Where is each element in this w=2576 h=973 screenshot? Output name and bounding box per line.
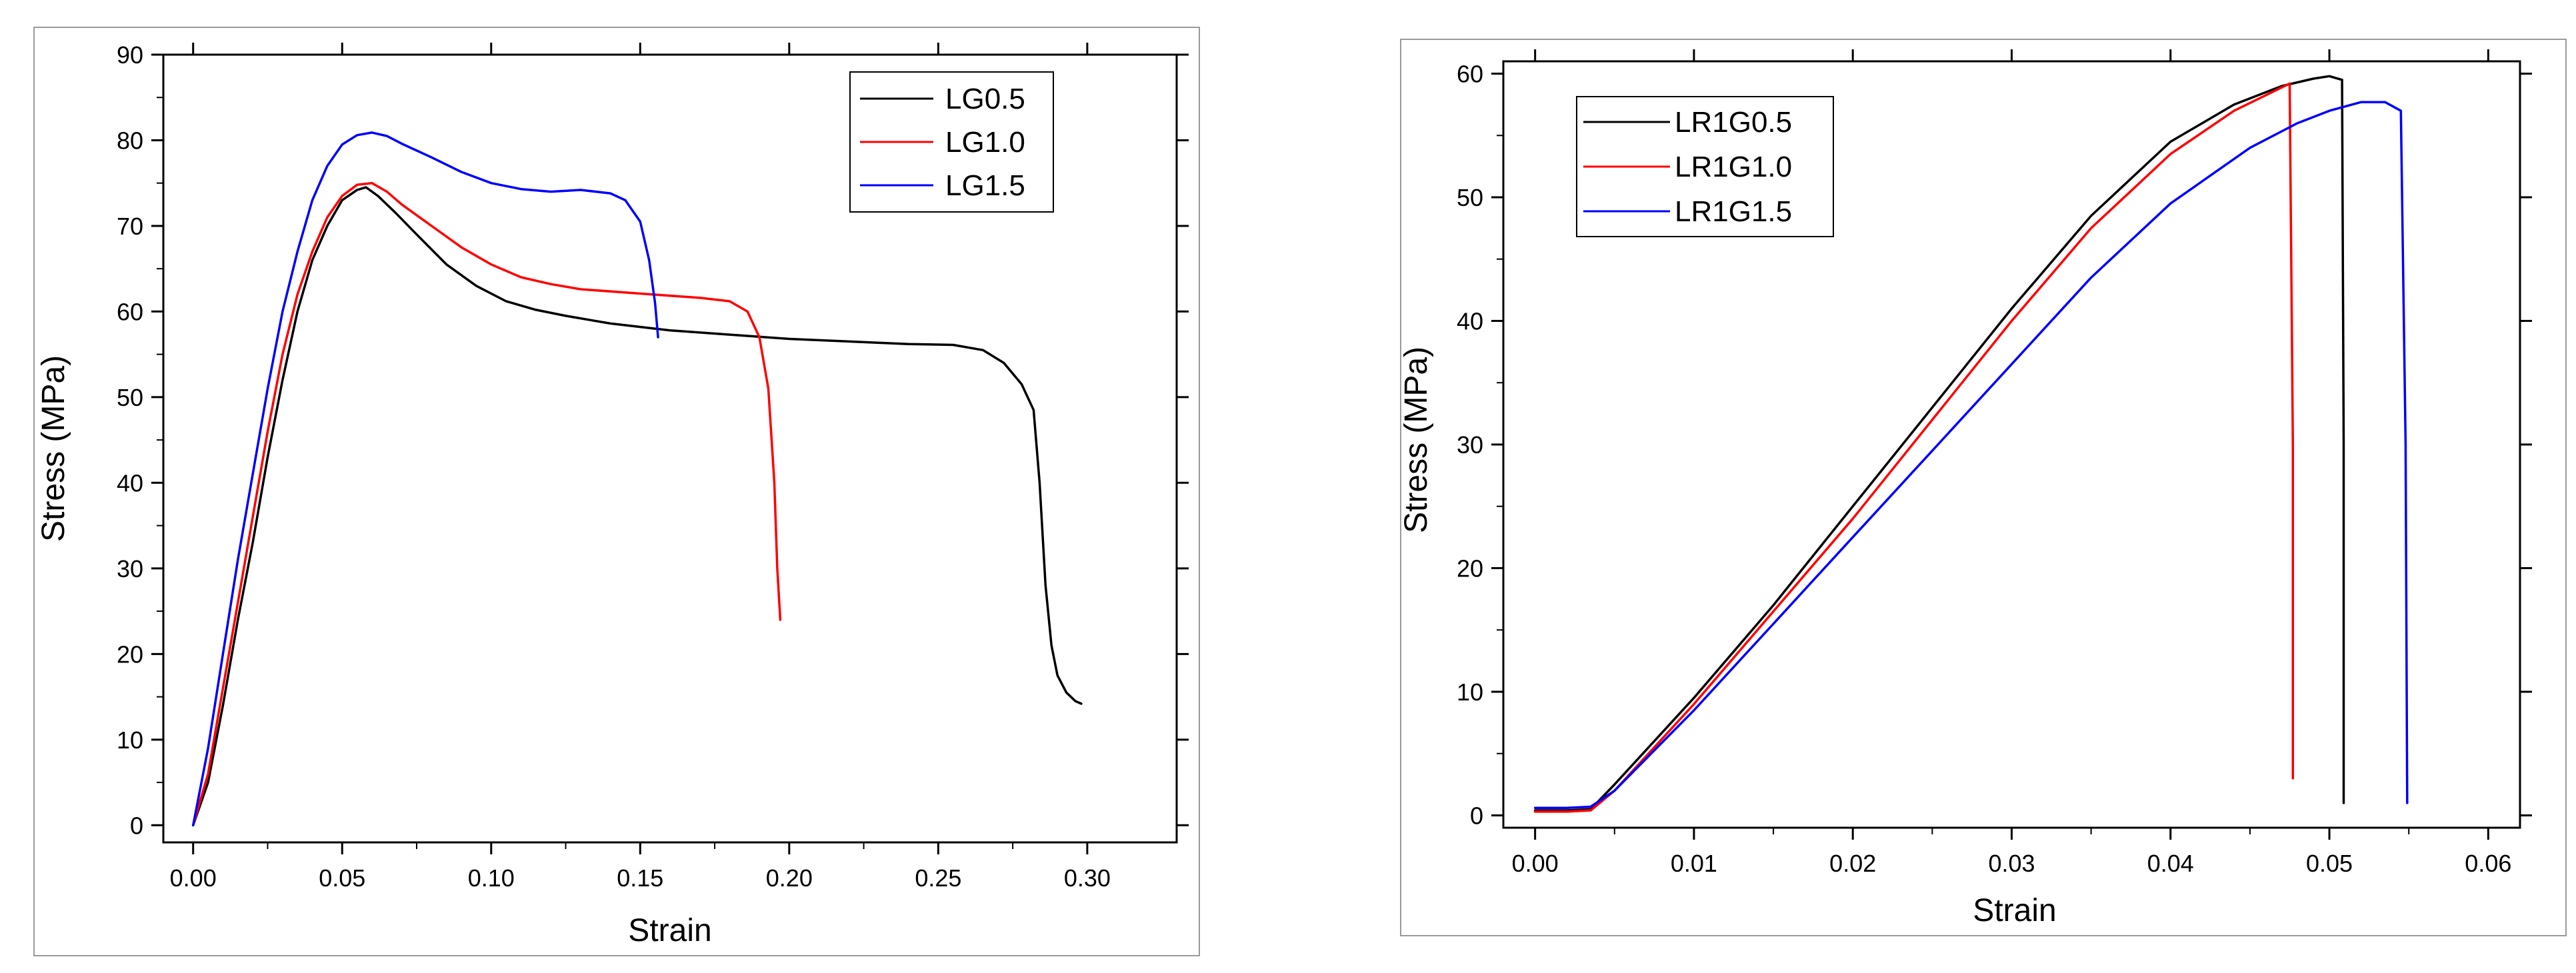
x-tick-label: 0.06 [2465,850,2511,877]
y-ticks-left: 0 10 20 30 40 50 60 70 80 90 [117,41,1189,839]
y-tick-label: 10 [1457,678,1483,706]
x-ticks-left: 0.00 0.05 0.10 0.15 0.20 0.25 0.30 [170,43,1111,892]
x-tick-label: 0.10 [468,864,515,892]
y-tick-label: 50 [117,384,143,411]
series-line-lr1g10 [1533,82,2295,813]
legend-left: LG0.5 LG1.0 LG1.5 [849,71,1054,213]
x-tick-label: 0.20 [766,864,813,892]
x-tick-label: 0.04 [2147,850,2194,877]
x-tick-label: 0.05 [2306,850,2353,877]
plot-frame-left [162,53,1178,844]
x-tick-label: 0.25 [915,864,961,892]
chart-left: 0.00 0.05 0.10 0.15 0.20 0.25 0.30 0 10 20 30 40 50… [36,41,1189,948]
y-tick-label: 60 [1457,61,1483,88]
x-tick-label: 0.30 [1064,864,1111,892]
legend-label-lr1g15: LR1G1.5 [1675,195,1792,228]
series-line-lr1g15 [1533,101,2409,810]
x-tick-label: 0.00 [170,864,217,892]
series-line-lg10 [191,181,782,827]
x-tick-label: 0.15 [617,864,663,892]
x-ticks-right: 0.00 0.01 0.02 0.03 0.04 0.05 0.06 [1512,49,2511,877]
x-axis-title-left: Strain [628,913,711,948]
y-tick-label: 80 [117,127,143,154]
legend-label-lg10: LG1.0 [945,126,1025,159]
legend-label-lr1g10: LR1G1.0 [1675,151,1792,183]
series-group-left [191,131,1083,827]
y-tick-label: 0 [130,812,143,839]
legend-label-lg15: LG1.5 [945,169,1025,202]
y-tick-label: 30 [117,555,143,582]
chart-right: 0.00 0.01 0.02 0.03 0.04 0.05 0.06 0 10 20 30 40 50… [1399,49,2532,928]
y-tick-label: 40 [117,469,143,496]
y-tick-label: 10 [117,726,143,754]
y-tick-label: 30 [1457,431,1483,459]
y-tick-label: 0 [1470,802,1483,829]
x-tick-label: 0.01 [1671,850,1717,877]
y-tick-label: 20 [1457,554,1483,582]
y-ticks-right: 0 10 20 30 40 50 60 [1457,61,2532,829]
series-group-right [1533,75,2409,813]
legend-right: LR1G0.5 LR1G1.0 LR1G1.5 [1576,96,1834,237]
x-axis-title-right: Strain [1973,893,2056,928]
legend-label-lg05: LG0.5 [945,83,1025,115]
x-tick-label: 0.02 [1829,850,1876,877]
y-tick-label: 90 [117,41,143,69]
x-tick-label: 0.00 [1512,850,1559,877]
series-line-lg15 [191,131,659,827]
y-axis-title-left: Stress (MPa) [36,355,71,542]
y-axis-title-right: Stress (MPa) [1399,347,1434,533]
y-tick-label: 60 [117,298,143,325]
series-line-lr1g05 [1533,75,2345,812]
y-tick-label: 40 [1457,308,1483,335]
x-tick-label: 0.03 [1988,850,2035,877]
y-tick-label: 20 [117,640,143,668]
y-tick-label: 50 [1457,184,1483,211]
y-tick-label: 70 [117,213,143,240]
legend-label-lr1g05: LR1G0.5 [1675,106,1792,139]
series-line-lg05 [191,186,1083,827]
x-tick-label: 0.05 [319,864,365,892]
